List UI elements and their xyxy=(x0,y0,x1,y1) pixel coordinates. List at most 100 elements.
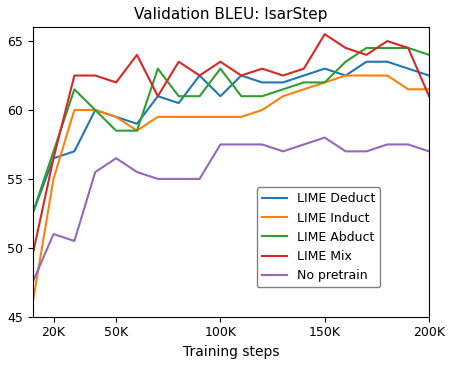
LIME Deduct xyxy=(280,80,285,85)
LIME Deduct xyxy=(259,80,264,85)
LIME Deduct xyxy=(72,149,77,154)
No pretrain xyxy=(72,239,77,243)
LIME Abduct xyxy=(175,94,181,98)
LIME Deduct xyxy=(134,122,139,126)
LIME Mix xyxy=(51,156,56,160)
LIME Abduct xyxy=(134,128,139,133)
LIME Mix xyxy=(197,73,202,78)
LIME Induct xyxy=(300,87,306,92)
No pretrain xyxy=(384,142,389,147)
LIME Mix xyxy=(238,73,244,78)
Title: Validation BLEU: IsarStep: Validation BLEU: IsarStep xyxy=(134,7,327,22)
No pretrain xyxy=(425,149,431,154)
LIME Deduct xyxy=(30,211,35,216)
No pretrain xyxy=(92,170,98,174)
No pretrain xyxy=(321,135,327,140)
LIME Deduct xyxy=(92,108,98,112)
LIME Induct xyxy=(363,73,368,78)
X-axis label: Training steps: Training steps xyxy=(182,345,279,359)
LIME Abduct xyxy=(113,128,119,133)
No pretrain xyxy=(134,170,139,174)
LIME Abduct xyxy=(280,87,285,92)
LIME Abduct xyxy=(259,94,264,98)
No pretrain xyxy=(280,149,285,154)
LIME Induct xyxy=(30,301,35,305)
LIME Abduct xyxy=(363,46,368,50)
No pretrain xyxy=(113,156,119,160)
LIME Deduct xyxy=(197,73,202,78)
LIME Mix xyxy=(134,53,139,57)
LIME Induct xyxy=(92,108,98,112)
LIME Induct xyxy=(384,73,389,78)
LIME Deduct xyxy=(300,73,306,78)
LIME Mix xyxy=(321,32,327,36)
Line: No pretrain: No pretrain xyxy=(32,138,428,282)
LIME Induct xyxy=(175,115,181,119)
LIME Induct xyxy=(280,94,285,98)
LIME Abduct xyxy=(155,67,160,71)
LIME Abduct xyxy=(425,53,431,57)
Line: LIME Abduct: LIME Abduct xyxy=(32,48,428,213)
LIME Abduct xyxy=(300,80,306,85)
No pretrain xyxy=(300,142,306,147)
LIME Deduct xyxy=(217,94,223,98)
LIME Abduct xyxy=(51,149,56,154)
No pretrain xyxy=(342,149,348,154)
No pretrain xyxy=(238,142,244,147)
LIME Deduct xyxy=(238,73,244,78)
LIME Induct xyxy=(197,115,202,119)
LIME Abduct xyxy=(384,46,389,50)
LIME Mix xyxy=(155,94,160,98)
LIME Mix xyxy=(425,94,431,98)
Line: LIME Mix: LIME Mix xyxy=(32,34,428,255)
LIME Deduct xyxy=(363,60,368,64)
LIME Deduct xyxy=(155,94,160,98)
LIME Mix xyxy=(113,80,119,85)
No pretrain xyxy=(155,177,160,181)
No pretrain xyxy=(217,142,223,147)
LIME Mix xyxy=(175,60,181,64)
LIME Deduct xyxy=(175,101,181,105)
LIME Abduct xyxy=(321,80,327,85)
LIME Deduct xyxy=(425,73,431,78)
No pretrain xyxy=(51,232,56,236)
LIME Deduct xyxy=(405,67,410,71)
LIME Mix xyxy=(30,253,35,257)
LIME Induct xyxy=(217,115,223,119)
LIME Mix xyxy=(280,73,285,78)
LIME Mix xyxy=(363,53,368,57)
LIME Mix xyxy=(384,39,389,43)
LIME Abduct xyxy=(72,87,77,92)
LIME Induct xyxy=(238,115,244,119)
LIME Induct xyxy=(259,108,264,112)
LIME Induct xyxy=(72,108,77,112)
LIME Induct xyxy=(134,128,139,133)
LIME Abduct xyxy=(197,94,202,98)
LIME Mix xyxy=(72,73,77,78)
No pretrain xyxy=(363,149,368,154)
Line: LIME Induct: LIME Induct xyxy=(32,75,428,303)
No pretrain xyxy=(30,280,35,284)
LIME Abduct xyxy=(30,211,35,216)
No pretrain xyxy=(197,177,202,181)
LIME Mix xyxy=(405,46,410,50)
LIME Deduct xyxy=(51,156,56,160)
LIME Induct xyxy=(155,115,160,119)
No pretrain xyxy=(175,177,181,181)
LIME Mix xyxy=(259,67,264,71)
LIME Induct xyxy=(405,87,410,92)
LIME Abduct xyxy=(342,60,348,64)
LIME Deduct xyxy=(321,67,327,71)
LIME Abduct xyxy=(405,46,410,50)
LIME Mix xyxy=(92,73,98,78)
LIME Deduct xyxy=(113,115,119,119)
LIME Mix xyxy=(342,46,348,50)
LIME Induct xyxy=(342,73,348,78)
No pretrain xyxy=(405,142,410,147)
LIME Abduct xyxy=(92,108,98,112)
LIME Abduct xyxy=(217,67,223,71)
LIME Mix xyxy=(217,60,223,64)
LIME Mix xyxy=(300,67,306,71)
LIME Deduct xyxy=(384,60,389,64)
Legend: LIME Deduct, LIME Induct, LIME Abduct, LIME Mix, No pretrain: LIME Deduct, LIME Induct, LIME Abduct, L… xyxy=(256,187,379,287)
